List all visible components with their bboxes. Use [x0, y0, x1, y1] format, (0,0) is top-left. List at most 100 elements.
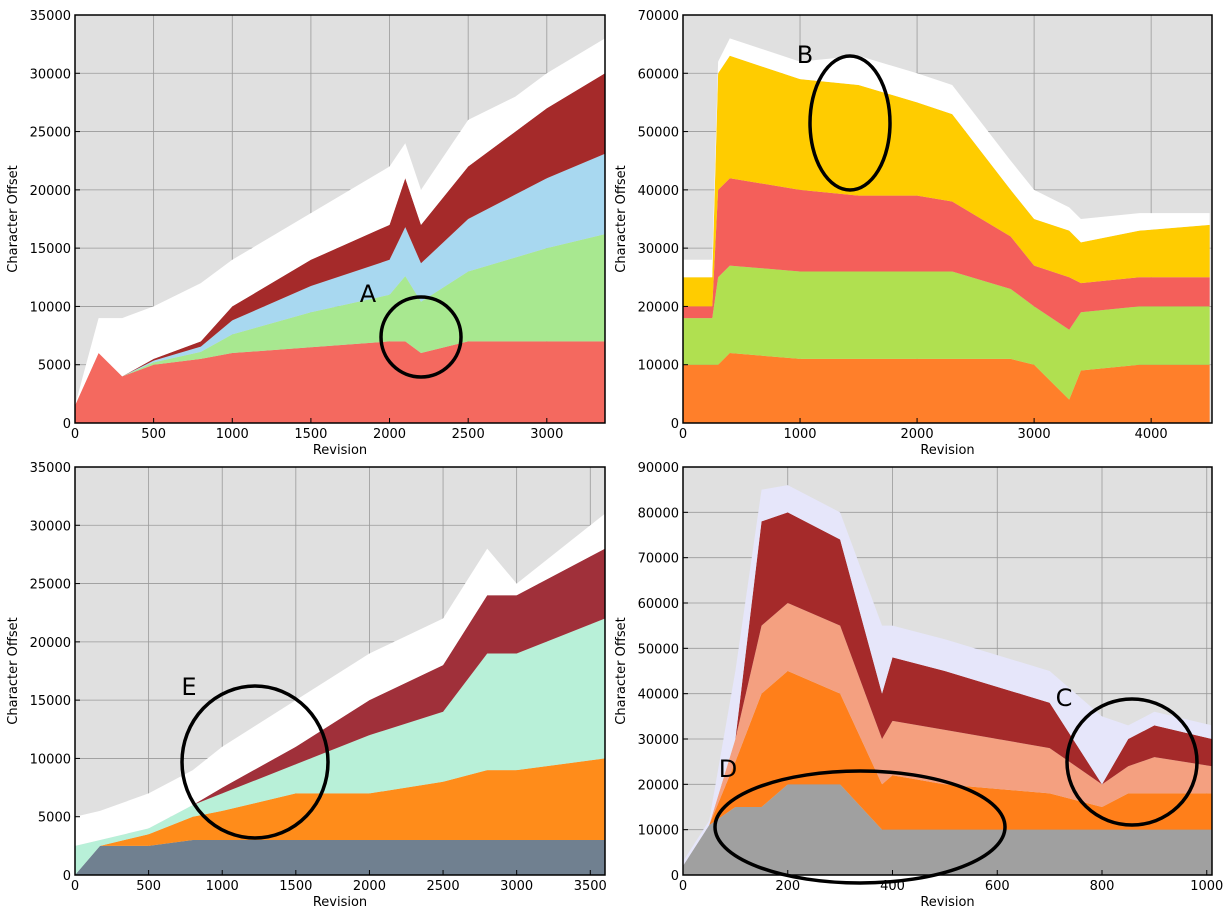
x-tick-label: 1500 — [279, 879, 312, 894]
y-tick-label: 25000 — [30, 578, 71, 593]
x-tick-label: 600 — [985, 879, 1010, 894]
y-tick-label: 20000 — [30, 636, 71, 651]
y-tick-label: 0 — [63, 417, 71, 432]
x-axis-label: Revision — [920, 895, 974, 910]
x-tick-label: 800 — [1090, 879, 1115, 894]
area-band — [683, 265, 1210, 400]
annotation-ellipse — [808, 54, 892, 192]
x-tick-label: 2500 — [452, 427, 485, 442]
plot-frame — [682, 466, 1213, 876]
y-tick-label: 0 — [63, 869, 71, 884]
chart-panel: 0 1000 2000 3000 400001000020000300004000050… — [614, 9, 1213, 458]
annotation-label: B — [797, 41, 813, 69]
y-tick-label: 80000 — [638, 506, 679, 521]
y-tick-label: 10000 — [638, 359, 679, 374]
x-tick-label: 3000 — [1018, 427, 1051, 442]
x-tick-label: 1500 — [294, 427, 327, 442]
y-tick-label: 30000 — [638, 242, 679, 257]
y-tick-label: 30000 — [30, 519, 71, 534]
area-band — [75, 758, 605, 875]
area-band — [75, 234, 605, 406]
y-tick-label: 0 — [671, 417, 679, 432]
annotation-label: D — [719, 755, 737, 783]
y-tick-label: 70000 — [638, 9, 679, 24]
y-tick-label: 50000 — [638, 642, 679, 657]
x-tick-label: 200 — [775, 879, 800, 894]
x-axis-label: Revision — [313, 443, 367, 458]
y-tick-label: 20000 — [638, 300, 679, 315]
y-axis-label: Character Offset — [614, 617, 629, 724]
y-tick-label: 15000 — [30, 694, 71, 709]
area-band — [683, 353, 1210, 423]
annotation-label: E — [181, 673, 196, 701]
x-tick-label: 2000 — [353, 879, 386, 894]
x-tick-label: 2500 — [427, 879, 460, 894]
area-band — [683, 38, 1210, 278]
x-tick-label: 500 — [141, 427, 166, 442]
x-tick-label: 0 — [71, 427, 79, 442]
y-tick-label: 30000 — [638, 733, 679, 748]
x-tick-label: 1000 — [216, 427, 249, 442]
x-tick-label: 0 — [679, 879, 687, 894]
area-band — [683, 178, 1210, 330]
x-tick-label: 1000 — [1190, 879, 1223, 894]
area-band — [75, 840, 605, 875]
y-tick-label: 60000 — [638, 597, 679, 612]
y-axis-label: Character Offset — [614, 165, 629, 272]
plot-frame — [682, 14, 1213, 424]
area-band — [75, 513, 605, 846]
area-band — [75, 548, 605, 846]
y-tick-label: 60000 — [638, 67, 679, 82]
y-tick-label: 35000 — [30, 9, 71, 24]
plot-frame — [74, 14, 606, 424]
annotation-ellipse — [1065, 697, 1199, 827]
y-tick-label: 10000 — [638, 824, 679, 839]
y-tick-label: 40000 — [638, 688, 679, 703]
area-band — [683, 784, 1212, 875]
x-tick-label: 2000 — [373, 427, 406, 442]
annotation-ellipse — [713, 769, 1007, 885]
y-tick-label: 70000 — [638, 552, 679, 567]
area-band — [683, 671, 1212, 866]
y-axis-label: Character Offset — [6, 165, 21, 272]
x-tick-label: 1000 — [206, 879, 239, 894]
x-tick-label: 3000 — [530, 427, 563, 442]
area-band — [75, 38, 605, 406]
annotation-ellipse — [180, 684, 330, 840]
x-tick-label: 0 — [71, 879, 79, 894]
area-band — [75, 618, 605, 875]
y-tick-label: 35000 — [30, 461, 71, 476]
chart-panel: 0 500 1000 1500 2000 2500 3000 3500050001000015… — [6, 461, 607, 910]
y-tick-label: 90000 — [638, 461, 679, 476]
plot-frame — [74, 466, 606, 876]
y-tick-label: 25000 — [30, 126, 71, 141]
y-tick-label: 50000 — [638, 126, 679, 141]
x-tick-label: 0 — [679, 427, 687, 442]
area-band — [75, 341, 605, 423]
x-tick-label: 4000 — [1135, 427, 1168, 442]
y-tick-label: 5000 — [38, 359, 71, 374]
y-tick-label: 30000 — [30, 67, 71, 82]
y-tick-label: 5000 — [38, 811, 71, 826]
annotation-label: C — [1056, 684, 1073, 712]
y-tick-label: 10000 — [30, 752, 71, 767]
x-tick-label: 500 — [136, 879, 161, 894]
x-axis-label: Revision — [920, 443, 974, 458]
x-tick-label: 2000 — [901, 427, 934, 442]
y-tick-label: 20000 — [638, 778, 679, 793]
area-band — [683, 512, 1212, 866]
y-tick-label: 15000 — [30, 242, 71, 257]
x-tick-label: 3500 — [574, 879, 607, 894]
y-tick-label: 40000 — [638, 184, 679, 199]
x-tick-label: 1000 — [783, 427, 816, 442]
x-tick-label: 3000 — [500, 879, 533, 894]
chart-panel: 0 200 400 600 800 100001000020000300004000050… — [614, 461, 1223, 910]
annotation-ellipse — [379, 295, 463, 379]
y-tick-label: 0 — [671, 869, 679, 884]
y-tick-label: 20000 — [30, 184, 71, 199]
x-axis-label: Revision — [313, 895, 367, 910]
annotation-label: A — [360, 280, 377, 308]
chart-panel: 0 500 1000 1500 2000 2500 30000500010000150002… — [6, 9, 606, 458]
area-band — [75, 73, 605, 406]
